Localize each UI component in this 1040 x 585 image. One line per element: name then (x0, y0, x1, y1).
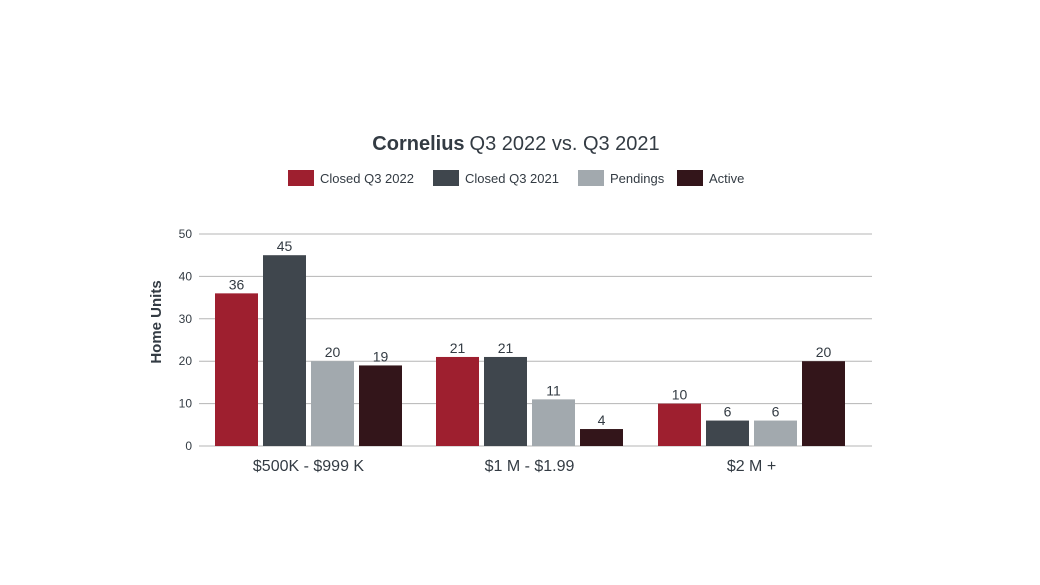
legend-swatch (288, 170, 314, 186)
data-label: 6 (772, 404, 780, 420)
data-label: 19 (373, 348, 389, 364)
bar (215, 293, 258, 446)
x-tick-label: $2 M + (727, 458, 776, 475)
bar (802, 361, 845, 446)
bar (436, 356, 479, 446)
bar (580, 429, 623, 446)
data-label: 4 (598, 412, 606, 428)
data-label: 45 (277, 238, 293, 254)
y-tick-label: 40 (179, 269, 193, 283)
legend-label: Active (709, 171, 744, 186)
chart-title-rest: Q3 2022 vs. Q3 2021 (470, 133, 660, 155)
x-tick-label: $1 M - $1.99 (485, 458, 575, 475)
data-label: 21 (450, 340, 466, 356)
legend: Closed Q3 2022 Closed Q3 2021 Pendings Acti… (288, 170, 744, 186)
y-tick-label: 30 (179, 312, 193, 326)
bar (754, 420, 797, 446)
bar (484, 356, 527, 446)
data-label: 20 (325, 344, 341, 360)
bar (359, 365, 402, 446)
data-label: 20 (816, 344, 832, 360)
bar (658, 403, 701, 446)
legend-swatch (433, 170, 459, 186)
chart-title-bold: Cornelius (372, 133, 464, 155)
y-tick-label: 10 (179, 397, 193, 411)
legend-swatch (578, 170, 604, 186)
data-label: 10 (672, 387, 688, 403)
bars: 36 45 20 19 21 21 11 4 10 6 6 20 (215, 238, 845, 446)
data-label: 36 (229, 276, 245, 292)
bar (311, 361, 354, 446)
chart-title: Cornelius Q3 2022 vs. Q3 2021 (372, 133, 659, 155)
y-tick-label: 0 (185, 439, 192, 453)
legend-label: Closed Q3 2021 (465, 171, 559, 186)
data-label: 11 (546, 382, 561, 398)
x-tick-label: $500K - $999 K (253, 458, 365, 475)
bar (532, 399, 575, 446)
y-axis-label: Home Units (148, 280, 165, 363)
y-tick-label: 20 (179, 354, 193, 368)
y-axis-ticks: 0 10 20 30 40 50 (179, 227, 193, 453)
x-axis-labels: $500K - $999 K $1 M - $1.99 $2 M + (253, 458, 776, 475)
bar (263, 255, 306, 446)
legend-label: Closed Q3 2022 (320, 171, 414, 186)
y-tick-label: 50 (179, 227, 193, 241)
data-label: 6 (724, 404, 732, 420)
legend-swatch (677, 170, 703, 186)
bar (706, 420, 749, 446)
data-label: 21 (498, 340, 514, 356)
legend-label: Pendings (610, 171, 665, 186)
